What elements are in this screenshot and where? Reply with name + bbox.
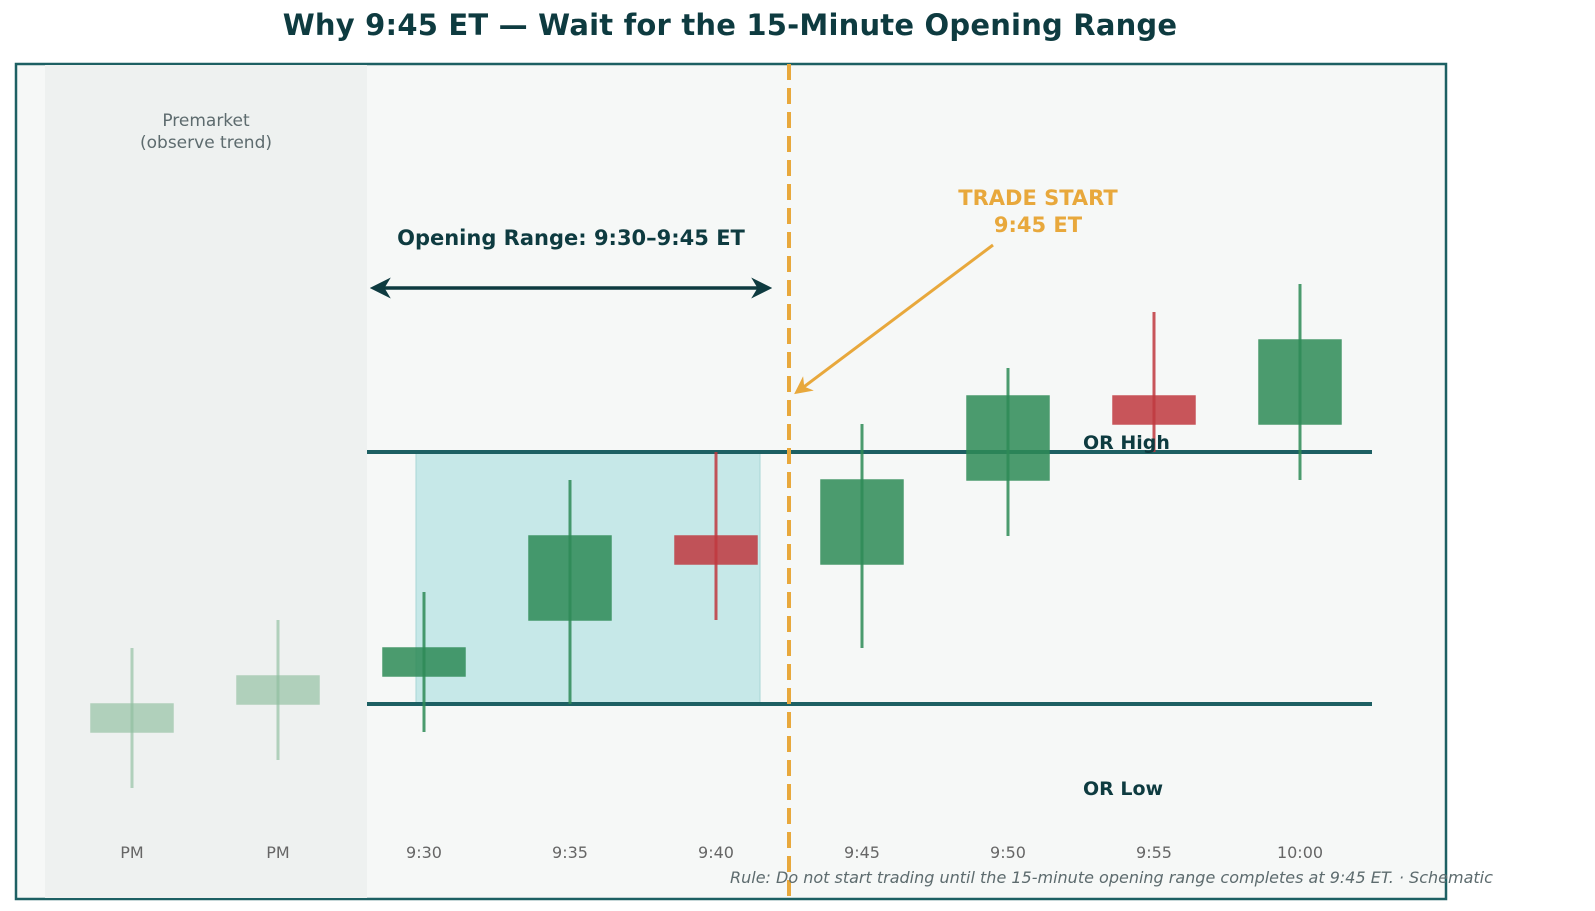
x-tick-label: 9:35 xyxy=(552,843,588,862)
trade-start-arrow xyxy=(794,243,994,395)
trade-start-label-line2: 9:45 ET xyxy=(994,213,1083,237)
candles-group xyxy=(90,284,1342,788)
x-tick-label: PM xyxy=(120,843,143,862)
x-tick-label: 9:50 xyxy=(990,843,1026,862)
premarket-label-line2: (observe trend) xyxy=(140,133,272,153)
or-high-label: OR High xyxy=(1083,432,1170,454)
x-tick-label: 9:55 xyxy=(1136,843,1172,862)
x-tick-label: 10:00 xyxy=(1277,843,1323,862)
x-tick-labels: PM PM 9:30 9:35 9:40 9:45 9:50 9:55 10:00 xyxy=(120,843,1323,862)
x-tick-label: PM xyxy=(266,843,289,862)
opening-range-label: Opening Range: 9:30–9:45 ET xyxy=(397,226,745,250)
x-tick-label: 9:40 xyxy=(698,843,734,862)
footnote: Rule: Do not start trading until the 15-… xyxy=(730,868,1493,887)
trade-start-label-line1: TRADE START xyxy=(958,186,1118,210)
x-tick-label: 9:45 xyxy=(844,843,880,862)
or-low-label: OR Low xyxy=(1083,778,1163,800)
chart-title: Why 9:45 ET — Wait for the 15-Minute Ope… xyxy=(282,8,1178,42)
premarket-region xyxy=(45,65,367,898)
premarket-label-line1: Premarket xyxy=(162,111,250,131)
x-tick-label: 9:30 xyxy=(406,843,442,862)
